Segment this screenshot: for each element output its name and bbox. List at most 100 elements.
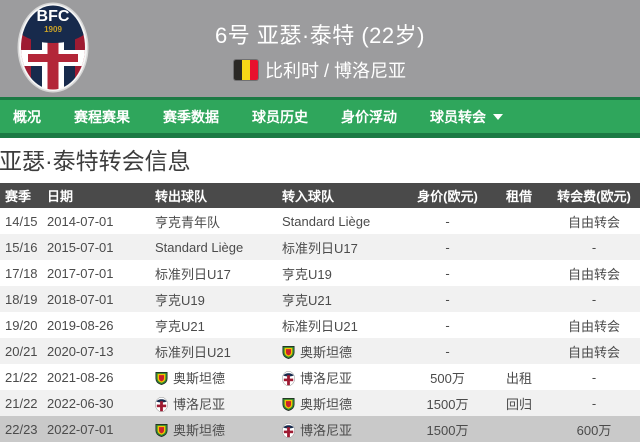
transfer-row: 17/18 2017-07-01 标准列日U17 亨克U19 - 自由转会 (0, 260, 640, 286)
team-name: 奥斯坦德 (300, 396, 353, 412)
team-name: 亨克U19 (155, 292, 205, 308)
cell-season: 15/16 (5, 239, 38, 255)
cell-loan (490, 286, 548, 312)
transfer-row: 19/20 2019-08-26 亨克U21 标准列日U21 - 自由转会 (0, 312, 640, 338)
team-name: 亨克青年队 (155, 214, 221, 230)
team-name: 标准列日U17 (282, 240, 358, 256)
nav-item-season-stats[interactable]: 赛季数据 (163, 107, 219, 127)
cell-fee: 自由转会 (567, 344, 620, 360)
nav-item-player-history[interactable]: 球员历史 (252, 107, 308, 127)
nav-item-player-transfers[interactable]: 球员转会 (430, 107, 503, 127)
cell-season: 14/15 (5, 213, 38, 229)
table-header-row: 赛季 日期 转出球队 转入球队 身价(欧元) 租借 转会费(欧元) (0, 183, 640, 208)
bologna-crest-logo: BFC 1909 (17, 2, 89, 93)
cell-date: 2017-07-01 (47, 265, 114, 281)
cell-from: 奥斯坦德 (150, 364, 277, 390)
cell-season: 21/22 (5, 369, 38, 385)
cell-to: 奥斯坦德 (277, 338, 405, 364)
oostende-crest-icon (155, 371, 168, 386)
cell-date: 2014-07-01 (47, 213, 114, 229)
cell-loan (490, 338, 548, 364)
bologna-crest-icon (282, 422, 295, 438)
cell-from: 标准列日U21 (150, 338, 277, 364)
cell-season: 21/22 (5, 395, 38, 411)
column-header: 转会费(欧元) (548, 183, 640, 208)
oostende-crest-icon (282, 345, 295, 360)
team-name: 标准列日U21 (282, 318, 358, 334)
nav-item-label: 球员转会 (430, 108, 486, 125)
team-name: Standard Liège (155, 239, 244, 255)
cell-value: - (445, 317, 450, 333)
team-name: 亨克U21 (282, 292, 332, 308)
cell-to: 博洛尼亚 (277, 416, 405, 442)
crest-year-text: 1909 (44, 25, 62, 34)
cell-date: 2020-07-13 (47, 343, 114, 359)
player-name-title: 6号 亚瑟·泰特 (22岁) (215, 23, 425, 48)
column-header: 租借 (490, 183, 548, 208)
cell-to: 亨克U19 (277, 260, 405, 286)
team-name: 博洛尼亚 (300, 370, 353, 386)
cell-from: 奥斯坦德 (150, 416, 277, 442)
cell-season: 17/18 (5, 265, 38, 281)
oostende-crest-icon (155, 423, 168, 438)
column-header: 赛季 (0, 183, 42, 208)
transfer-row: 21/22 2022-06-30 博洛尼亚 奥斯坦德 1500万 回归 - (0, 390, 640, 416)
transfer-table: 赛季 日期 转出球队 转入球队 身价(欧元) 租借 转会费(欧元) 14/15 2014-07… (0, 183, 640, 442)
transfer-row: 14/15 2014-07-01 亨克青年队 Standard Liège - 自由转会 (0, 208, 640, 234)
cell-loan (490, 234, 548, 260)
section-title: 亚瑟·泰特转会信息 (0, 148, 191, 174)
chevron-down-icon (493, 113, 503, 120)
nav-item-overview[interactable]: 概况 (13, 107, 41, 127)
table-body: 14/15 2014-07-01 亨克青年队 Standard Liège - 自由转会 1… (0, 208, 640, 442)
cell-to: Standard Liège (277, 208, 405, 234)
team-name: 奥斯坦德 (173, 370, 226, 386)
team-name: 博洛尼亚 (300, 422, 353, 438)
cell-to: 标准列日U21 (277, 312, 405, 338)
team-name: 标准列日U21 (155, 344, 231, 360)
cell-season: 22/23 (5, 421, 38, 437)
nav-item-label: 概况 (13, 108, 41, 125)
cell-date: 2015-07-01 (47, 239, 114, 255)
cell-value: - (445, 343, 450, 359)
cell-value: 1500万 (426, 422, 469, 438)
cell-value: 1500万 (426, 396, 469, 412)
crest-bfc-text: BFC (37, 8, 70, 25)
cell-season: 18/19 (5, 291, 38, 307)
cell-loan (490, 416, 548, 442)
cell-fee: 自由转会 (567, 318, 620, 334)
team-name: Standard Liège (282, 213, 371, 229)
nav-item-value-trend[interactable]: 身价浮动 (341, 107, 397, 127)
cell-from: 标准列日U17 (150, 260, 277, 286)
nav-item-label: 身价浮动 (341, 108, 397, 125)
cell-from: Standard Liège (150, 234, 277, 260)
team-name: 标准列日U17 (155, 266, 231, 282)
main-nav: 概况 赛程赛果 赛季数据 球员历史 身价浮动 球员转会 (0, 97, 640, 138)
belgium-flag-icon (233, 60, 258, 80)
cell-fee: - (591, 395, 597, 411)
cell-fee: 自由转会 (567, 214, 620, 230)
cell-loan: 出租 (505, 370, 532, 386)
column-header: 身价(欧元) (405, 183, 490, 208)
team-name: 亨克U19 (282, 266, 332, 282)
cell-value: - (445, 213, 450, 229)
cell-fee: 600万 (576, 422, 612, 438)
transfer-row: 21/22 2021-08-26 奥斯坦德 博洛尼亚 500万 出租 - (0, 364, 640, 390)
nav-item-schedule-results[interactable]: 赛程赛果 (74, 107, 130, 127)
player-nationality-club: 比利时 / 博洛尼亚 (264, 61, 406, 81)
cell-date: 2019-08-26 (47, 317, 114, 333)
oostende-crest-icon (282, 397, 295, 412)
cell-value: - (445, 239, 450, 255)
cell-loan: 回归 (505, 396, 532, 412)
player-header: BFC 1909 6号 亚瑟·泰特 (22岁) 比利时 / 博洛尼亚 (0, 0, 640, 97)
nav-item-label: 球员历史 (252, 108, 308, 125)
nav-item-label: 赛程赛果 (74, 108, 130, 125)
column-header: 日期 (42, 183, 150, 208)
cell-value: 500万 (430, 370, 465, 386)
transfer-row: 20/21 2020-07-13 标准列日U21 奥斯坦德 - 自由转会 (0, 338, 640, 364)
cell-season: 19/20 (5, 317, 38, 333)
transfer-row: 15/16 2015-07-01 Standard Liège 标准列日U17 - - (0, 234, 640, 260)
bologna-crest-icon (282, 370, 295, 386)
transfer-row: 18/19 2018-07-01 亨克U19 亨克U21 - - (0, 286, 640, 312)
cell-from: 亨克U19 (150, 286, 277, 312)
nav-item-label: 赛季数据 (163, 108, 219, 125)
